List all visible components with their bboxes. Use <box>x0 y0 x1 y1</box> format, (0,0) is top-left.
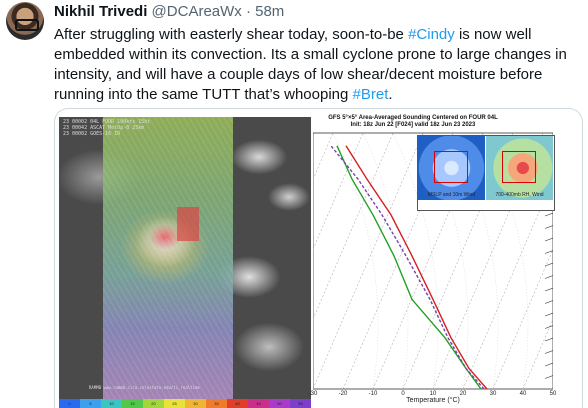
wind-barb <box>544 250 553 254</box>
x-tick-label: -30 <box>308 391 318 397</box>
sounding-subtitle: Init: 18z Jun 22 [F024] valid 18z Jun 23… <box>350 122 476 128</box>
wind-barb <box>544 375 553 379</box>
sounding-title: GFS 5°×5° Area-Averaged Sounding Centere… <box>313 115 513 129</box>
x-tick-label: 30 <box>489 391 497 397</box>
tweet-text-segment: . <box>388 86 393 103</box>
header-separator: · <box>245 3 251 20</box>
inset-box <box>502 151 536 183</box>
inset-box <box>434 151 468 183</box>
author-name[interactable]: Nikhil Trivedi <box>54 3 148 20</box>
satellite-label-line: 23 00002 04L FOUR 100kts 15kt <box>63 119 151 125</box>
isotherm-line <box>313 132 394 320</box>
x-axis-label: Temperature (°C) <box>406 397 460 404</box>
hashtag-link[interactable]: #Bret <box>352 86 389 103</box>
satellite-image: 23 00002 04L FOUR 100kts 15kt 23 00042 AS… <box>59 117 311 399</box>
wind-barb <box>544 337 553 342</box>
wind-barb <box>544 312 553 317</box>
wind-colorbar: 0 5 10 15 20 25 30 35 40 45 50 55 <box>59 399 311 408</box>
sounding-series-line <box>336 145 482 390</box>
wind-barb <box>544 237 553 242</box>
satellite-credit: RAMMB www.rammb.cira.colostate.edu/tc_re… <box>89 385 200 390</box>
rh-inset: 700-400mb RH, Wind <box>486 136 553 200</box>
sounding-title-line: GFS 5°×5° Area-Averaged Sounding Centere… <box>328 115 498 121</box>
author-handle[interactable]: @DCAreaWx <box>151 3 242 20</box>
sounding-panel: GFS 5°×5° Area-Averaged Sounding Centere… <box>309 109 582 408</box>
inset1-label: MSLP and 10m Wind <box>427 192 476 198</box>
hashtag-link[interactable]: #Cindy <box>408 26 455 43</box>
colorbar-cell: 5 <box>80 399 101 408</box>
wind-barb <box>544 300 553 304</box>
sounding-series-line <box>345 145 488 390</box>
x-tick-label: -20 <box>338 391 348 397</box>
tweet-media[interactable]: 23 00002 04L FOUR 100kts 15kt 23 00042 AS… <box>54 108 583 408</box>
wind-barb <box>544 325 553 329</box>
x-tick-label: 10 <box>429 391 437 397</box>
tweet-header: Nikhil Trivedi @DCAreaWx · 58m <box>54 3 284 21</box>
isotherm-line <box>313 132 334 181</box>
wind-max-patch <box>177 207 199 241</box>
colorbar-cell: 30 <box>185 399 206 408</box>
x-tick-label: 20 <box>459 391 467 397</box>
tweet-time[interactable]: 58m <box>255 3 285 20</box>
wind-barb <box>544 350 553 354</box>
x-tick-label: 0 <box>401 391 405 397</box>
author-avatar[interactable] <box>6 2 44 40</box>
colorbar-cell: 40 <box>227 399 248 408</box>
x-tick-label: 50 <box>549 391 557 397</box>
mslp-inset: MSLP and 10m Wind <box>418 136 485 200</box>
colorbar-cell: 55 <box>290 399 311 408</box>
colorbar-cell: 35 <box>206 399 227 408</box>
wind-barbs <box>103 117 233 399</box>
isotherm-line <box>313 132 364 250</box>
satellite-label-line: 23 00002 GOES-16 IR <box>63 131 121 137</box>
wind-barb <box>544 275 553 279</box>
colorbar-cell: 0 <box>59 399 80 408</box>
tweet-text-segment: is now well embedded within its convecti… <box>54 26 567 103</box>
wind-barb <box>544 262 553 267</box>
wind-barb <box>544 362 553 367</box>
x-tick-label: 40 <box>519 391 527 397</box>
wind-barb <box>544 212 553 217</box>
colorbar-cell: 15 <box>122 399 143 408</box>
colorbar-cell: 45 <box>248 399 269 408</box>
wind-barb <box>544 225 553 229</box>
tweet-text: After struggling with easterly shear tod… <box>54 25 579 105</box>
colorbar-cell: 50 <box>269 399 290 408</box>
sounding-insets: MSLP and 10m Wind 700-400mb RH, Wind <box>417 135 555 211</box>
colorbar-cell: 10 <box>101 399 122 408</box>
tweet-text-segment: After struggling with easterly shear tod… <box>54 26 409 43</box>
satellite-label-line: 23 00042 ASCAT MetOp-B 25km <box>63 125 145 131</box>
isotherm-line <box>313 132 424 390</box>
colorbar-cell: 25 <box>164 399 185 408</box>
satellite-label: 23 00002 04L FOUR 100kts 15kt 23 00042 AS… <box>63 119 150 137</box>
ascat-swath <box>103 117 233 399</box>
sounding-series-line <box>330 145 485 390</box>
colorbar-cell: 20 <box>143 399 164 408</box>
inset2-label: 700-400mb RH, Wind <box>495 192 544 198</box>
x-tick-label: -10 <box>368 391 378 397</box>
wind-barb <box>544 287 553 292</box>
